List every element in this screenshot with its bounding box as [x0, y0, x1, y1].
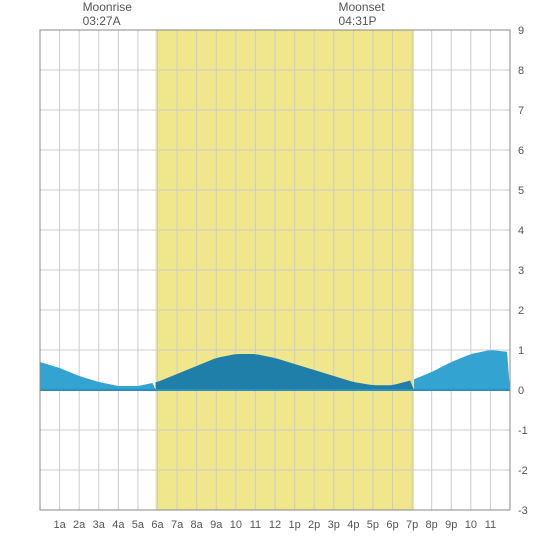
x-tick-label: 5p [367, 519, 379, 531]
x-tick-label: 3p [328, 519, 340, 531]
x-tick-label: 2a [73, 519, 86, 531]
x-tick-label: 1a [53, 519, 66, 531]
y-tick-label: 6 [518, 145, 524, 157]
x-tick-label: 8p [426, 519, 438, 531]
y-tick-label: 9 [518, 25, 524, 37]
y-tick-label: -2 [518, 465, 528, 477]
y-tick-label: 1 [518, 345, 524, 357]
y-tick-label: -3 [518, 505, 528, 517]
y-tick-label: 5 [518, 185, 524, 197]
x-tick-label: 9a [210, 519, 223, 531]
x-tick-label: 8a [191, 519, 204, 531]
x-tick-label: 2p [308, 519, 320, 531]
y-tick-label: 3 [518, 265, 524, 277]
x-tick-label: 12 [269, 519, 281, 531]
moonset-title: Moonset [339, 0, 385, 14]
y-tick-label: -1 [518, 425, 528, 437]
x-tick-label: 4a [112, 519, 125, 531]
x-tick-label: 10 [465, 519, 477, 531]
x-tick-label: 11 [485, 519, 496, 531]
moonset-label: Moonset 04:31P [339, 0, 385, 28]
moonset-time: 04:31P [339, 14, 385, 28]
moonrise-time: 03:27A [83, 14, 132, 28]
moonrise-title: Moonrise [83, 0, 132, 14]
chart-svg: -3-2-101234567891a2a3a4a5a6a7a8a9a101112… [0, 0, 550, 550]
x-tick-label: 9p [445, 519, 457, 531]
y-tick-label: 7 [518, 105, 524, 117]
x-tick-label: 1p [288, 519, 300, 531]
y-tick-label: 4 [518, 225, 524, 237]
x-tick-label: 4p [347, 519, 359, 531]
x-tick-label: 11 [250, 519, 261, 531]
x-tick-label: 5a [132, 519, 145, 531]
x-tick-label: 3a [93, 519, 106, 531]
y-tick-label: 8 [518, 65, 524, 77]
y-tick-label: 0 [518, 385, 524, 397]
tide-chart: Moonrise 03:27A Moonset 04:31P -3-2-1012… [0, 0, 550, 550]
x-tick-label: 7p [406, 519, 418, 531]
x-tick-label: 7a [171, 519, 184, 531]
y-tick-label: 2 [518, 305, 524, 317]
x-tick-label: 10 [230, 519, 242, 531]
moonrise-label: Moonrise 03:27A [83, 0, 132, 28]
x-tick-label: 6a [151, 519, 164, 531]
x-tick-label: 6p [386, 519, 398, 531]
